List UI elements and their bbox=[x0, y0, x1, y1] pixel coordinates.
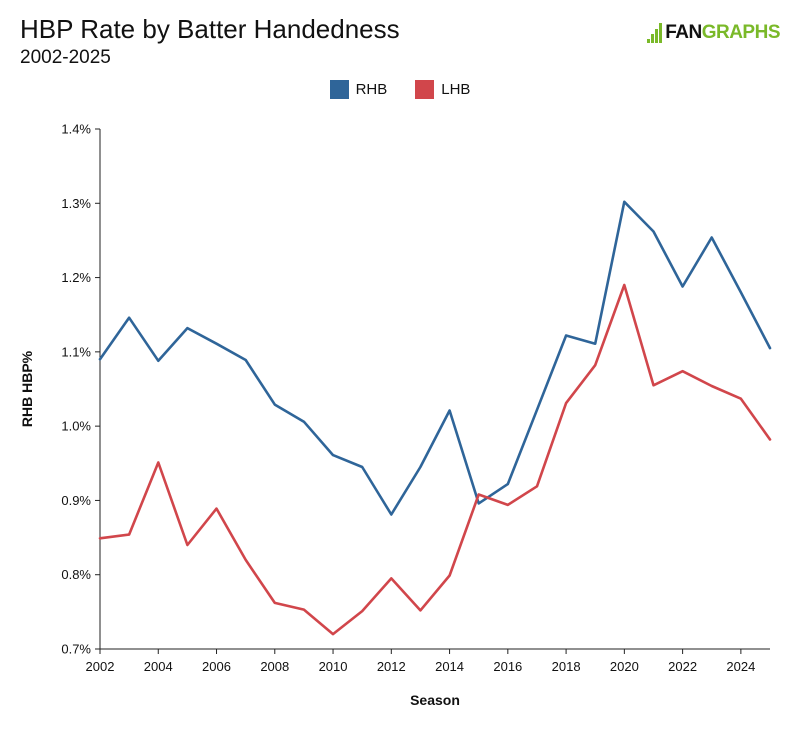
y-tick-label: 1.1% bbox=[61, 344, 91, 359]
y-tick-label: 1.0% bbox=[61, 419, 91, 434]
y-tick-label: 0.7% bbox=[61, 642, 91, 657]
x-tick-label: 2006 bbox=[202, 659, 231, 674]
series-line-lhb bbox=[98, 283, 772, 636]
x-tick-label: 2020 bbox=[610, 659, 639, 674]
chart-title: HBP Rate by Batter Handedness bbox=[20, 14, 400, 44]
legend-item-rhb: RHB bbox=[329, 80, 388, 99]
y-tick-label: 0.9% bbox=[61, 493, 91, 508]
legend-swatch-lhb bbox=[415, 80, 435, 99]
y-tick-label: 0.8% bbox=[61, 567, 91, 582]
fangraphs-logo: FAN GRAPHS bbox=[647, 22, 781, 44]
x-tick-label: 2018 bbox=[552, 659, 581, 674]
x-tick-label: 2016 bbox=[493, 659, 522, 674]
chart-legend: RHB LHB bbox=[0, 80, 800, 99]
logo-text-graphs: GRAPHS bbox=[701, 22, 781, 43]
logo-text-fan: FAN bbox=[665, 22, 702, 43]
x-tick-label: 2008 bbox=[260, 659, 289, 674]
x-tick-label: 2002 bbox=[86, 659, 115, 674]
y-axis-title: RHB HBP% bbox=[19, 350, 35, 427]
legend-label-lhb: LHB bbox=[441, 81, 471, 98]
logo-bars-icon bbox=[647, 23, 663, 43]
chart-subtitle: 2002-2025 bbox=[20, 47, 111, 68]
legend-item-lhb: LHB bbox=[415, 80, 470, 99]
x-tick-label: 2012 bbox=[377, 659, 406, 674]
legend-swatch-rhb bbox=[329, 80, 349, 99]
x-tick-label: 2004 bbox=[144, 659, 173, 674]
y-tick-label: 1.2% bbox=[61, 270, 91, 285]
x-tick-label: 2014 bbox=[435, 659, 464, 674]
y-tick-label: 1.4% bbox=[61, 122, 91, 137]
legend-label-rhb: RHB bbox=[355, 81, 388, 98]
x-axis-title: Season bbox=[410, 692, 460, 708]
y-tick-label: 1.3% bbox=[61, 196, 91, 211]
series-line-rhb bbox=[98, 200, 772, 516]
x-tick-label: 2024 bbox=[726, 659, 755, 674]
x-tick-label: 2022 bbox=[668, 659, 697, 674]
x-tick-label: 2010 bbox=[319, 659, 348, 674]
